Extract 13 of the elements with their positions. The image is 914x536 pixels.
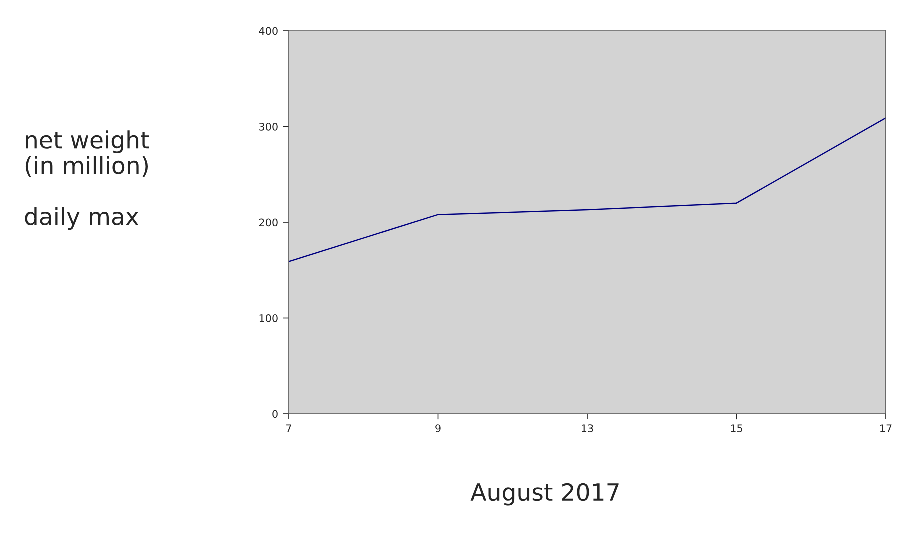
x-tick-label: 17: [880, 424, 892, 432]
y-tick-label: 0: [272, 410, 278, 418]
x-axis-title: August 2017: [470, 483, 619, 506]
x-tick-label: 13: [582, 424, 594, 432]
y-tick-label: 300: [259, 122, 278, 131]
x-tick-label: 9: [436, 424, 441, 432]
line-series: [289, 118, 886, 262]
x-tick-label: 7: [286, 424, 292, 432]
y-tick-label: 100: [260, 314, 278, 322]
y-tick-label: 200: [259, 218, 278, 227]
x-tick-label: 15: [731, 424, 742, 432]
text: net weight (in million) daily max: [25, 130, 150, 230]
y-tick-label: 400: [259, 27, 278, 36]
